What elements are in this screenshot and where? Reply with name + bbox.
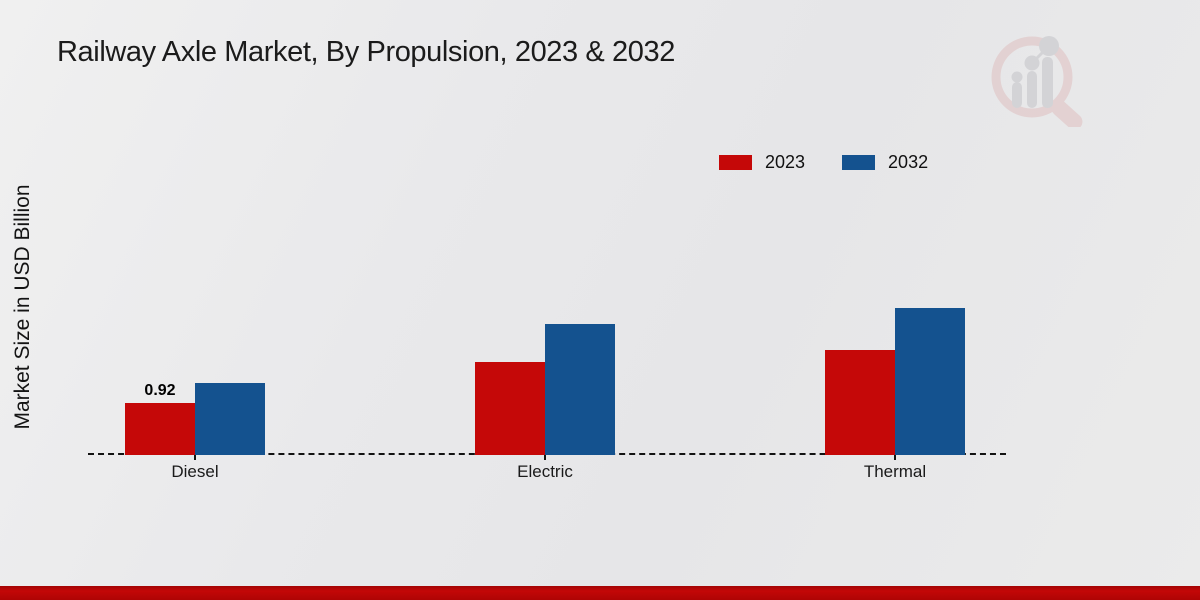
chart-title: Railway Axle Market, By Propulsion, 2023…	[57, 36, 675, 68]
legend-label-2032: 2032	[888, 152, 929, 172]
legend-swatch-2032	[842, 155, 876, 170]
legend-item-2023: 2023	[719, 152, 805, 173]
bar-diesel-2032	[195, 383, 265, 455]
legend-label-2023: 2023	[765, 152, 806, 172]
x-axis-tick	[194, 455, 196, 460]
bar-diesel-2023	[125, 403, 195, 455]
bar-electric-2032	[545, 324, 615, 455]
brand-logo-watermark-icon	[991, 36, 1083, 127]
legend: 2023 2032	[719, 152, 928, 173]
bar-thermal-2023	[825, 350, 895, 455]
footer-red-band	[0, 586, 1200, 600]
x-axis-category-label-diesel: Diesel	[171, 462, 219, 481]
x-axis-category-label-thermal: Thermal	[863, 462, 927, 481]
legend-item-2032: 2032	[842, 152, 928, 173]
bar-electric-2023	[475, 362, 545, 455]
x-axis-tick	[894, 455, 896, 460]
bar-thermal-2032	[895, 308, 965, 455]
x-axis-category-label-electric: Electric	[517, 462, 573, 481]
x-axis-tick	[544, 455, 546, 460]
legend-swatch-2023	[719, 155, 752, 170]
bar-value-label: 0.92	[144, 382, 176, 399]
